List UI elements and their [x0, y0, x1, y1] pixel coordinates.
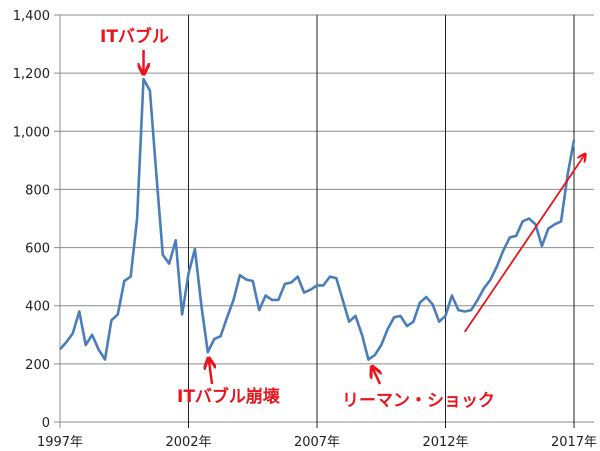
annotations: ITバブル ITバブル崩壊 リーマン・ショック: [100, 26, 585, 411]
x-tick-label: 2007年: [294, 435, 340, 450]
y-tick-label: 1,000: [13, 125, 50, 140]
x-tick-label: 2002年: [165, 435, 211, 450]
x-tick-label: 1997年: [37, 435, 83, 450]
annotation-lehman-shock: リーマン・ショック: [342, 391, 495, 411]
trend-arrow-icon: [464, 155, 585, 333]
series: [59, 77, 576, 361]
y-tick-label: 800: [25, 183, 50, 198]
annotation-it-bubble-collapse: ITバブル崩壊: [177, 386, 281, 407]
y-tick-label: 600: [25, 242, 50, 257]
y-tick-label: 1,400: [13, 9, 50, 24]
y-tick-label: 200: [25, 358, 50, 373]
x-tick-label: 2017年: [551, 435, 597, 450]
y-tick-label: 1,200: [13, 67, 50, 82]
arrow-up-icon: [209, 359, 212, 385]
arrow-up-icon: [372, 367, 380, 385]
x-tick-label: 2012年: [422, 435, 468, 450]
annotation-it-bubble: ITバブル: [100, 26, 169, 47]
y-tick-label: 0: [42, 416, 50, 431]
grid: [54, 14, 594, 428]
x-axis-ticks: 1997年 2002年 2007年 2012年 2017年: [37, 435, 597, 450]
y-tick-label: 400: [25, 300, 50, 315]
y-axis-ticks: 0 200 400 600 800 1,000 1,200 1,400: [13, 9, 50, 431]
